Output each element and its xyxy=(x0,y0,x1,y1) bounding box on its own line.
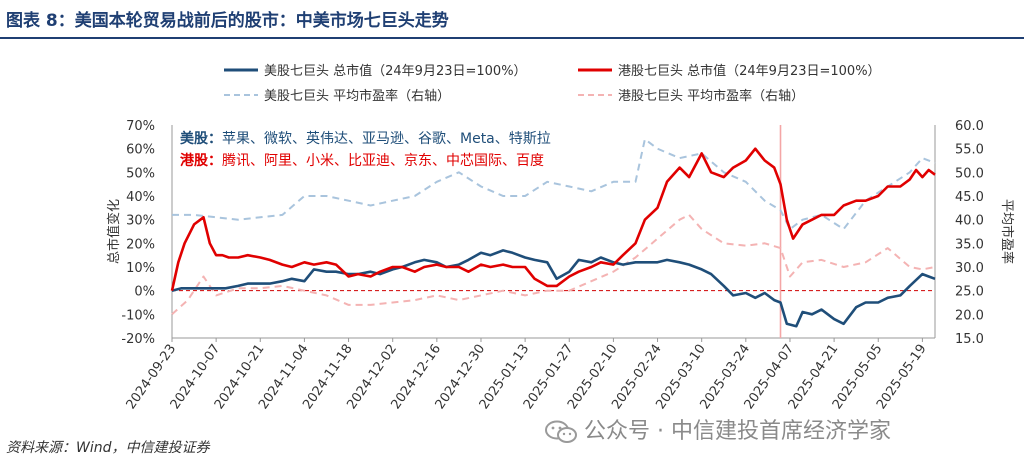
left-tick-label: 70% xyxy=(126,119,155,134)
page-title: 图表 8：美国本轮贸易战前后的股市：中美市场七巨头走势 xyxy=(6,11,449,31)
left-tick-label: 10% xyxy=(126,261,155,276)
hk-members-prefix: 港股： xyxy=(180,152,222,169)
left-tick-label: 50% xyxy=(126,166,155,181)
right-tick-label: 20.0 xyxy=(955,308,984,323)
hk-members-list: 腾讯、阿里、小米、比亚迪、京东、中芯国际、百度 xyxy=(222,152,544,169)
title-divider xyxy=(0,37,1024,39)
right-tick-label: 30.0 xyxy=(955,261,984,276)
left-tick-label: 40% xyxy=(126,190,155,205)
us-total-line xyxy=(171,249,936,328)
us-members-prefix: 美股： xyxy=(180,130,222,147)
right-tick-label: 35.0 xyxy=(955,237,984,252)
right-tick-label: 45.0 xyxy=(955,190,984,205)
left-tick-label: -10% xyxy=(121,308,155,323)
left-tick-label: 20% xyxy=(126,237,155,252)
us-pe-line xyxy=(172,138,936,231)
source-note: 资料来源：Wind，中信建投证券 xyxy=(6,440,210,456)
left-tick-label: 0% xyxy=(134,285,155,300)
us-members-list: 苹果、微软、英伟达、亚马逊、谷歌、Meta、特斯拉 xyxy=(222,130,551,147)
right-tick-label: 25.0 xyxy=(955,285,984,300)
right-tick-label: 15.0 xyxy=(955,332,984,347)
watermark: 公众号 · 中信建投首席经济学家 xyxy=(544,413,891,445)
right-axis-title: 平均市盈率 xyxy=(999,199,1015,264)
legend-hk-total-label: 港股七巨头 总市值（24年9月23日=100%） xyxy=(618,63,881,79)
right-tick-label: 50.0 xyxy=(955,166,984,181)
watermark-text: 公众号 · 中信建投首席经济学家 xyxy=(584,419,891,444)
left-tick-label: 30% xyxy=(126,214,155,229)
hk-pe-line xyxy=(171,213,936,316)
legend-us-total-label: 美股七巨头 总市值（24年9月23日=100%） xyxy=(264,63,527,79)
chart: 70% 60% 50% 40% 30% 20% 10% 0% -10% -20% 60.0 55.0 5… xyxy=(106,63,1015,412)
wechat-icon xyxy=(545,420,577,443)
right-tick-label: 40.0 xyxy=(955,214,984,229)
left-tick-label: -20% xyxy=(121,332,155,347)
right-tick-label: 60.0 xyxy=(955,119,984,134)
us-members-annotation: 美股：苹果、微软、英伟达、亚马逊、谷歌、Meta、特斯拉 xyxy=(180,130,551,147)
left-tick-label: 60% xyxy=(126,143,155,158)
left-axis-title: 总市值变化 xyxy=(106,199,122,264)
legend-hk-pe-label: 港股七巨头 平均市盈率（右轴） xyxy=(618,88,804,104)
legend-us-pe-label: 美股七巨头 平均市盈率（右轴） xyxy=(264,88,450,104)
right-tick-label: 55.0 xyxy=(955,143,984,158)
hk-members-annotation: 港股：腾讯、阿里、小米、比亚迪、京东、中芯国际、百度 xyxy=(180,152,544,169)
hk-total-line xyxy=(170,147,936,291)
